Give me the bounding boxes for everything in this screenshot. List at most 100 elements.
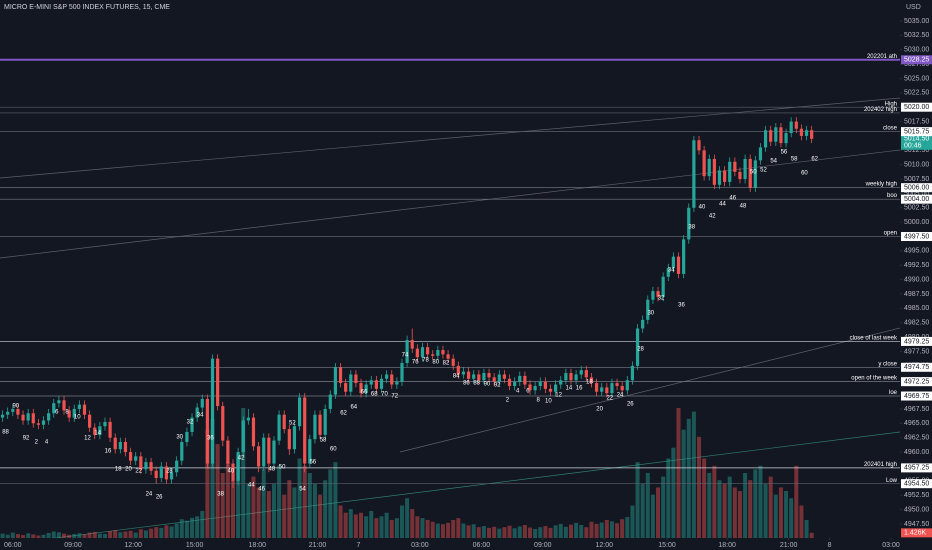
level-price-tag <box>901 102 932 112</box>
candle-body <box>605 387 609 394</box>
candle-body <box>390 374 394 385</box>
candle-body <box>518 375 522 382</box>
candle-body <box>0 414 5 418</box>
bar-count: 40 <box>228 469 235 475</box>
candle-body <box>11 408 15 412</box>
y-tick-label: 5025.00 <box>904 75 929 82</box>
x-tick-label: 12:00 <box>596 542 614 549</box>
bar-count: 54 <box>770 159 777 165</box>
volume-bar <box>174 523 179 538</box>
volume-bar <box>609 521 614 538</box>
volume-bar <box>169 526 174 538</box>
volume-bar <box>789 498 794 538</box>
level-price-tag <box>901 362 932 372</box>
volume-bar <box>384 512 389 538</box>
volume-bar <box>118 532 123 538</box>
candle-body <box>769 130 773 142</box>
bar-count: 52 <box>289 421 296 427</box>
volume-bar <box>10 532 15 538</box>
last-price-label: 5014.50 <box>904 136 929 143</box>
x-tick-label: 15:00 <box>658 542 676 549</box>
level-name: open of the week <box>851 376 898 382</box>
candle-body <box>779 127 783 144</box>
candle-body <box>799 128 804 136</box>
candle-body <box>789 121 793 134</box>
x-tick-label: 12:00 <box>124 542 142 549</box>
candles <box>0 117 814 488</box>
candle-body <box>415 348 419 358</box>
candle-body <box>57 400 61 404</box>
level-price-label: 4954.50 <box>904 481 929 488</box>
candle-body <box>431 354 435 356</box>
volume-bar <box>87 532 92 538</box>
volume-bar <box>697 436 702 538</box>
bar-count: 86 <box>463 381 470 387</box>
candle-body <box>594 383 599 392</box>
candle-body <box>344 383 348 392</box>
candle-body <box>400 362 404 382</box>
bar-count: 88 <box>473 381 480 387</box>
volume-bar <box>271 483 276 538</box>
y-tick-label: 4990.00 <box>904 276 929 283</box>
bar-count: 22 <box>606 396 613 402</box>
volume-bar <box>620 519 625 538</box>
bar-count: 62 <box>340 411 347 417</box>
volume-bar <box>215 444 220 538</box>
bar-count: 12 <box>84 436 91 442</box>
level-name: boo <box>887 193 898 199</box>
x-tick-label: 06:00 <box>473 542 491 549</box>
x-tick-label: 8 <box>828 542 832 549</box>
candle-body <box>707 158 711 177</box>
candle-body <box>154 470 158 478</box>
bar-count: 18 <box>586 380 593 386</box>
level-price-tag <box>901 127 932 137</box>
candle-body <box>528 384 532 391</box>
volume-bar <box>190 517 195 538</box>
bar-count: 72 <box>391 394 398 400</box>
level-price-tag <box>901 194 932 204</box>
volume-bar <box>394 518 399 538</box>
volume-bar <box>599 522 604 538</box>
level-price-label: 4957.25 <box>904 465 929 472</box>
candle-body <box>738 171 742 180</box>
bar-count: 48 <box>269 467 276 473</box>
level-name: 202201 ath <box>867 54 897 60</box>
candle-body <box>221 406 225 441</box>
y-tick-label: 5017.50 <box>904 118 929 125</box>
candle-body <box>682 239 686 274</box>
volume-bar <box>21 535 26 538</box>
volume-bar <box>328 469 333 538</box>
candle-body <box>93 427 97 435</box>
volume-bar <box>405 498 410 538</box>
volume-bar <box>707 473 712 538</box>
candle-body <box>16 408 20 415</box>
candle-body <box>646 299 650 320</box>
candle-body <box>216 358 220 407</box>
candle-body <box>62 400 66 411</box>
volume-bar <box>282 494 287 538</box>
bar-count: 26 <box>627 402 634 408</box>
bar-count: 8 <box>65 410 69 416</box>
volume-bar <box>415 516 420 538</box>
volume-bar <box>502 527 507 538</box>
volume-bar <box>302 465 307 538</box>
volume-bar <box>548 527 553 538</box>
candle-body <box>482 373 486 381</box>
x-tick-label: 03:00 <box>411 542 429 549</box>
y-tick-label: 5000.00 <box>904 219 929 226</box>
bar-count: 10 <box>545 399 552 405</box>
candle-body <box>159 466 163 478</box>
chart-title: MICRO E-MINI S&P 500 INDEX FUTURES, 15, … <box>4 4 170 11</box>
candle-body <box>671 256 675 269</box>
volume-bar <box>589 521 594 538</box>
candle-body <box>82 404 87 415</box>
level-price-label: 5004.00 <box>904 196 929 203</box>
volume-bar <box>553 525 558 538</box>
volume-bar <box>650 494 655 538</box>
level-price-label: 4974.75 <box>904 364 929 371</box>
bar-count: 82 <box>443 361 450 367</box>
volume-bar <box>62 533 67 538</box>
bar-count: 60 <box>801 171 808 177</box>
volume-bar <box>584 527 589 538</box>
